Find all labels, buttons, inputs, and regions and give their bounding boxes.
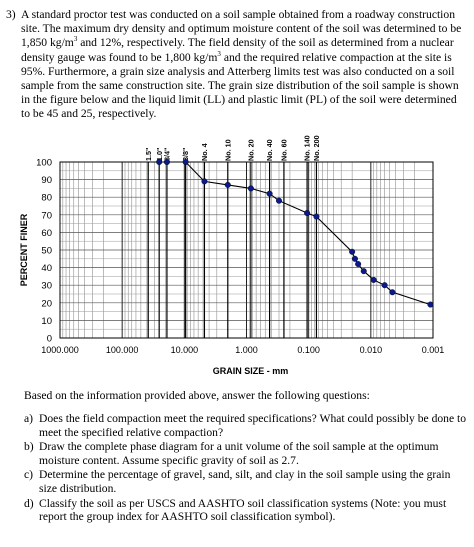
data-point (349, 248, 356, 255)
question-item: c) Determine the percentage of gravel, sa… (24, 468, 468, 495)
data-point (224, 181, 231, 188)
plot-frame (59, 161, 434, 339)
y-tick-label: 20 (41, 298, 52, 309)
question-label: a) (24, 412, 34, 425)
y-tick-label: 50 (41, 246, 52, 257)
question-text: Classify the soil as per USCS and AASHTO… (39, 496, 447, 524)
sieve-label: 1.0" (155, 148, 164, 161)
x-tick-label: 1000.000 (41, 345, 79, 355)
data-point (182, 159, 189, 166)
problem-number: 3) (6, 8, 16, 21)
x-tick-label: 1.000 (235, 345, 258, 355)
question-item: b) Draw the complete phase diagram for a … (24, 440, 468, 467)
question-item: a) Does the field compaction meet the req… (24, 412, 468, 439)
sieve-label: No. 60 (280, 139, 289, 161)
data-point (276, 197, 283, 204)
data-point (304, 210, 311, 217)
sieve-label: No. 140 (303, 135, 312, 161)
data-point (201, 178, 208, 185)
data-point (355, 261, 362, 268)
data-point (266, 190, 273, 197)
sieve-label: No. 4 (200, 143, 209, 161)
sieve-label: No. 40 (265, 139, 274, 161)
data-point (163, 159, 170, 166)
y-axis-label: PERCENT FINER (19, 213, 29, 286)
data-point (370, 276, 377, 283)
x-tick-label: 0.100 (297, 345, 320, 355)
y-tick-label: 80 (41, 193, 52, 204)
question-list: a) Does the field compaction meet the req… (24, 412, 468, 525)
x-tick-label: 0.010 (360, 345, 383, 355)
y-tick-label: 10 (41, 316, 52, 327)
sieve-label: No. 200 (312, 135, 321, 161)
data-point (313, 213, 320, 220)
x-tick-label: 100.000 (106, 345, 139, 355)
grain-size-chart-svg: 0 10 20 30 40 50 60 70 80 90 100 1000.000 100.000 10.… (19, 135, 445, 376)
question-text: Draw the complete phase diagram for a un… (39, 440, 439, 467)
data-point (389, 289, 396, 296)
question-label: b) (24, 440, 34, 454)
questions-intro: Based on the information provided above,… (24, 389, 370, 402)
x-tick-label: 10.000 (171, 345, 199, 355)
x-axis-label: GRAIN SIZE - mm (213, 366, 289, 376)
y-tick-label: 0 (47, 334, 52, 345)
sieve-label: 3/4" (163, 148, 172, 161)
data-point (360, 268, 367, 275)
problem-statement: 3) A standard proctor test was conducted… (6, 8, 468, 122)
y-tick-label: 70 (41, 210, 52, 221)
sieve-label: No. 10 (223, 139, 232, 161)
question-text: Does the field compaction meet the requi… (39, 412, 467, 439)
data-point (156, 159, 163, 166)
x-tick-label: 0.001 (422, 345, 445, 355)
y-tick-label: 100 (36, 158, 52, 169)
question-label: c) (24, 468, 34, 482)
y-tick-label: 30 (41, 281, 52, 292)
sieve-label: No. 20 (246, 139, 255, 161)
y-tick-label: 40 (41, 263, 52, 274)
y-tick-label: 90 (41, 175, 52, 186)
problem-text: A standard proctor test was conducted on… (21, 8, 462, 121)
data-point (247, 185, 254, 192)
question-label: d) (24, 496, 34, 510)
sieve-label: 3/8" (181, 148, 190, 161)
data-point (351, 255, 358, 262)
question-text: Determine the percentage of gravel, sand… (39, 468, 451, 495)
question-item: d) Classify the soil as per USCS and AASH… (24, 497, 468, 524)
y-tick-label: 60 (41, 228, 52, 239)
sieve-label: 1.5" (144, 148, 153, 161)
data-point (381, 282, 388, 289)
data-point (427, 301, 434, 308)
grain-size-chart: 0 10 20 30 40 50 60 70 80 90 100 1000.000 100.000 10.… (0, 128, 474, 378)
